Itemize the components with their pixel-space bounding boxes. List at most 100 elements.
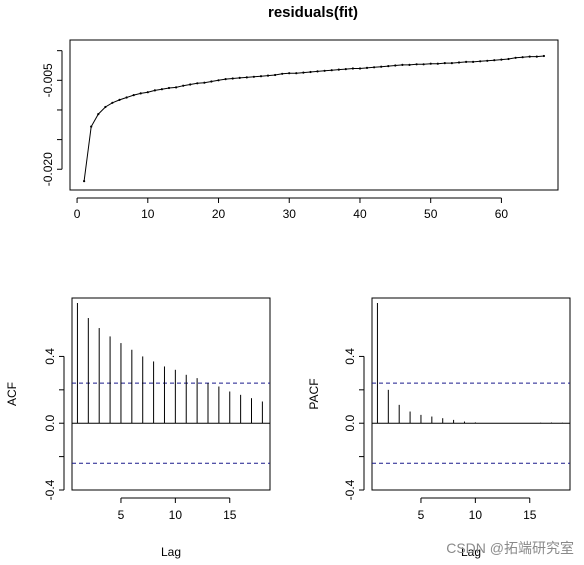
residuals-point: [479, 60, 482, 63]
acf-xlabel: Lag: [161, 545, 181, 559]
residuals-point: [139, 92, 142, 95]
residuals-point: [493, 59, 496, 62]
residuals-point: [189, 83, 192, 86]
pacf-x-tick-label: 10: [469, 508, 483, 522]
residuals-point: [153, 89, 156, 92]
residuals-point: [167, 86, 171, 90]
residuals-point: [486, 59, 489, 62]
residuals-point: [196, 82, 199, 85]
residuals-point: [415, 63, 418, 66]
acf-plot: Lag ACF 5 10 15 -0.4 0.0 0.4: [5, 297, 271, 559]
residuals-point: [422, 63, 425, 66]
residuals-point: [90, 125, 93, 128]
residuals-point: [309, 70, 312, 74]
residuals-x-tick-label: 10: [141, 207, 155, 221]
residuals-point: [472, 60, 475, 64]
residuals-point: [217, 79, 220, 82]
residuals-point: [146, 91, 149, 94]
watermark: CSDN @拓端研究室: [446, 540, 574, 556]
residuals-point: [252, 75, 255, 78]
residuals-point: [344, 68, 347, 71]
residuals-point: [97, 113, 100, 116]
residuals-point: [210, 80, 213, 83]
residuals-point: [83, 180, 86, 183]
residuals-point: [535, 55, 538, 58]
residuals-point: [465, 60, 468, 64]
residuals-point: [160, 88, 163, 91]
residuals-plot: residuals(fit) 0 10 20 30 40 50 60 -0.020 -0.005: [41, 4, 559, 221]
residuals-y-tick-label: -0.020: [41, 152, 55, 186]
residuals-point: [358, 67, 362, 70]
residuals-point: [443, 62, 446, 65]
residuals-point: [224, 78, 227, 81]
acf-x-tick-label: 15: [223, 508, 237, 522]
acf-y-tick-label: 0.0: [43, 415, 57, 432]
residuals-point: [457, 61, 461, 64]
acf-x-tick-label: 10: [169, 508, 183, 522]
residuals-point: [274, 73, 277, 77]
residuals-point: [507, 57, 510, 61]
residuals-x-tick-label: 0: [74, 207, 81, 221]
residuals-point: [337, 68, 340, 71]
residuals-point: [387, 65, 390, 68]
residuals-point: [514, 56, 517, 59]
acf-plot-frame: [71, 297, 271, 491]
residuals-point: [351, 67, 354, 70]
acf-x-tick-label: 5: [118, 508, 125, 522]
residuals-point: [259, 75, 263, 78]
residuals-point: [450, 62, 453, 65]
residuals-point: [288, 72, 291, 75]
residuals-point: [365, 66, 369, 69]
residuals-point: [394, 64, 397, 67]
residuals-point: [182, 84, 185, 87]
residuals-point: [104, 105, 107, 109]
acf-y-tick-label: -0.4: [43, 479, 57, 500]
residuals-point: [125, 96, 128, 99]
residuals-point: [316, 70, 319, 73]
residuals-point: [436, 62, 439, 65]
acf-y-tick-label: 0.4: [43, 348, 57, 365]
pacf-xlabel: Lag: [461, 545, 481, 559]
residuals-point: [408, 63, 411, 66]
residuals-point: [132, 94, 135, 97]
pacf-x-tick-label: 15: [523, 508, 537, 522]
residuals-point: [323, 69, 326, 72]
residuals-point: [380, 65, 383, 68]
residuals-plot-frame: [69, 39, 559, 191]
residuals-point: [528, 55, 531, 58]
residuals-point: [401, 63, 404, 66]
residuals-x-tick-label: 60: [495, 207, 509, 221]
residuals-point: [266, 74, 270, 77]
residuals-point: [542, 54, 546, 58]
residuals-x-tick-label: 30: [283, 207, 297, 221]
pacf-y-tick-label: 0.0: [343, 415, 357, 432]
pacf-y-tick-label: -0.4: [343, 479, 357, 500]
residuals-point: [111, 101, 114, 104]
residuals-point: [429, 62, 432, 65]
residuals-series-line: [83, 55, 544, 182]
residuals-point: [281, 72, 284, 75]
residuals-x-tick-label: 50: [424, 207, 438, 221]
residuals-point: [330, 69, 333, 72]
residuals-x-tick-label: 40: [353, 207, 367, 221]
residuals-title: residuals(fit): [268, 4, 358, 21]
residuals-point: [302, 71, 305, 74]
residuals-point: [373, 66, 376, 69]
pacf-plot: Lag PACF 5 10 15 -0.4 0.0 0.4: [307, 297, 571, 559]
acf-ylabel: ACF: [5, 382, 19, 406]
residuals-point: [231, 77, 234, 80]
pacf-plot-frame: [371, 297, 571, 491]
residuals-point: [118, 98, 121, 101]
residuals-point: [245, 76, 248, 79]
pacf-y-tick-label: 0.4: [343, 348, 357, 365]
residuals-point: [203, 81, 206, 84]
residuals-x-tick-label: 20: [212, 207, 226, 221]
residuals-point: [521, 56, 524, 59]
residuals-y-tick-label: -0.005: [41, 63, 55, 97]
pacf-x-tick-label: 5: [418, 508, 425, 522]
pacf-ylabel: PACF: [307, 378, 321, 409]
residuals-point: [295, 72, 298, 75]
residuals-point: [500, 58, 503, 61]
residuals-point: [238, 76, 241, 79]
